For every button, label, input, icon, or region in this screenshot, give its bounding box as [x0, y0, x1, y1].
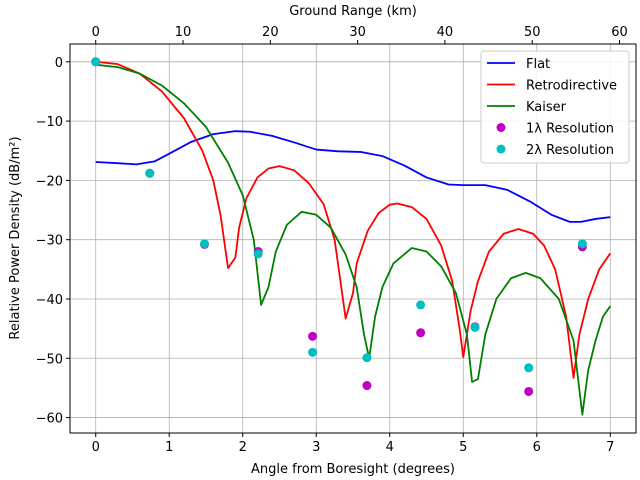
y-tick-label: −30 — [36, 234, 63, 249]
y-axis-label: Relative Power Density (dB/m²) — [8, 136, 23, 339]
x-tick-label: 4 — [386, 440, 394, 455]
data-point-2-resolution — [145, 168, 155, 178]
data-point-1-resolution — [308, 331, 318, 341]
x-axis-label: Angle from Boresight (degrees) — [251, 462, 455, 477]
grid — [70, 44, 636, 433]
x-tick-label: 5 — [459, 440, 467, 455]
x-tick-label: 0 — [92, 440, 100, 455]
legend-label-retrodirective: Retrodirective — [526, 79, 617, 94]
top-x-tick-label: 0 — [92, 25, 100, 40]
data-point-1-resolution — [362, 381, 372, 391]
x-tick-label: 7 — [606, 440, 614, 455]
y-tick-label: −20 — [36, 174, 63, 189]
top-x-tick-label: 40 — [437, 25, 454, 40]
legend-label-1-resolution: 1λ Resolution — [526, 122, 614, 137]
data-point-2-resolution — [362, 353, 372, 363]
legend: Flat Retrodirective Kaiser 1λ Resolution 2λ … — [480, 50, 630, 164]
legend-label-flat: Flat — [526, 57, 550, 72]
data-point-1-resolution — [416, 328, 426, 338]
y-tick-label: −60 — [36, 412, 63, 427]
series-layer — [91, 57, 612, 416]
plot-frame — [69, 43, 637, 434]
legend-label-kaiser: Kaiser — [526, 100, 567, 115]
y-tick-label: −40 — [36, 293, 63, 308]
x-tick-label: 1 — [165, 440, 173, 455]
data-point-2-resolution — [200, 239, 210, 249]
data-point-2-resolution — [577, 239, 587, 249]
series-line-retrodirective — [95, 60, 612, 379]
legend-marker-2-resolution — [496, 144, 506, 154]
legend-marker-1-resolution — [496, 123, 506, 132]
top-x-tick-label: 10 — [175, 25, 192, 40]
top-x-tick-label: 60 — [611, 25, 628, 40]
data-point-2-resolution — [91, 57, 101, 67]
ticks: 0 1 2 3 4 5 6 7 0 −10 −20 −30 −40 −50 −60 0 10 20 30 40 50 60 — [36, 25, 628, 455]
data-point-2-resolution — [308, 347, 318, 357]
y-tick-label: 0 — [55, 56, 63, 71]
data-point-2-resolution — [253, 249, 263, 259]
data-point-2-resolution — [524, 363, 534, 373]
data-point-2-resolution — [470, 322, 480, 332]
x-tick-label: 3 — [312, 440, 320, 455]
legend-label-2-resolution: 2λ Resolution — [526, 143, 614, 158]
series-line-flat — [95, 130, 611, 223]
x-tick-label: 2 — [239, 440, 247, 455]
top-x-tick-label: 20 — [262, 25, 279, 40]
y-tick-label: −50 — [36, 352, 63, 367]
top-x-tick-label: 30 — [349, 25, 366, 40]
top-x-tick-label: 50 — [524, 25, 541, 40]
x-tick-label: 6 — [533, 440, 541, 455]
legend-box — [480, 50, 630, 164]
series-line-kaiser — [95, 63, 612, 416]
y-tick-label: −10 — [36, 115, 63, 130]
data-point-2-resolution — [416, 300, 426, 310]
top-x-axis-label: Ground Range (km) — [289, 4, 417, 19]
data-point-1-resolution — [524, 386, 534, 396]
